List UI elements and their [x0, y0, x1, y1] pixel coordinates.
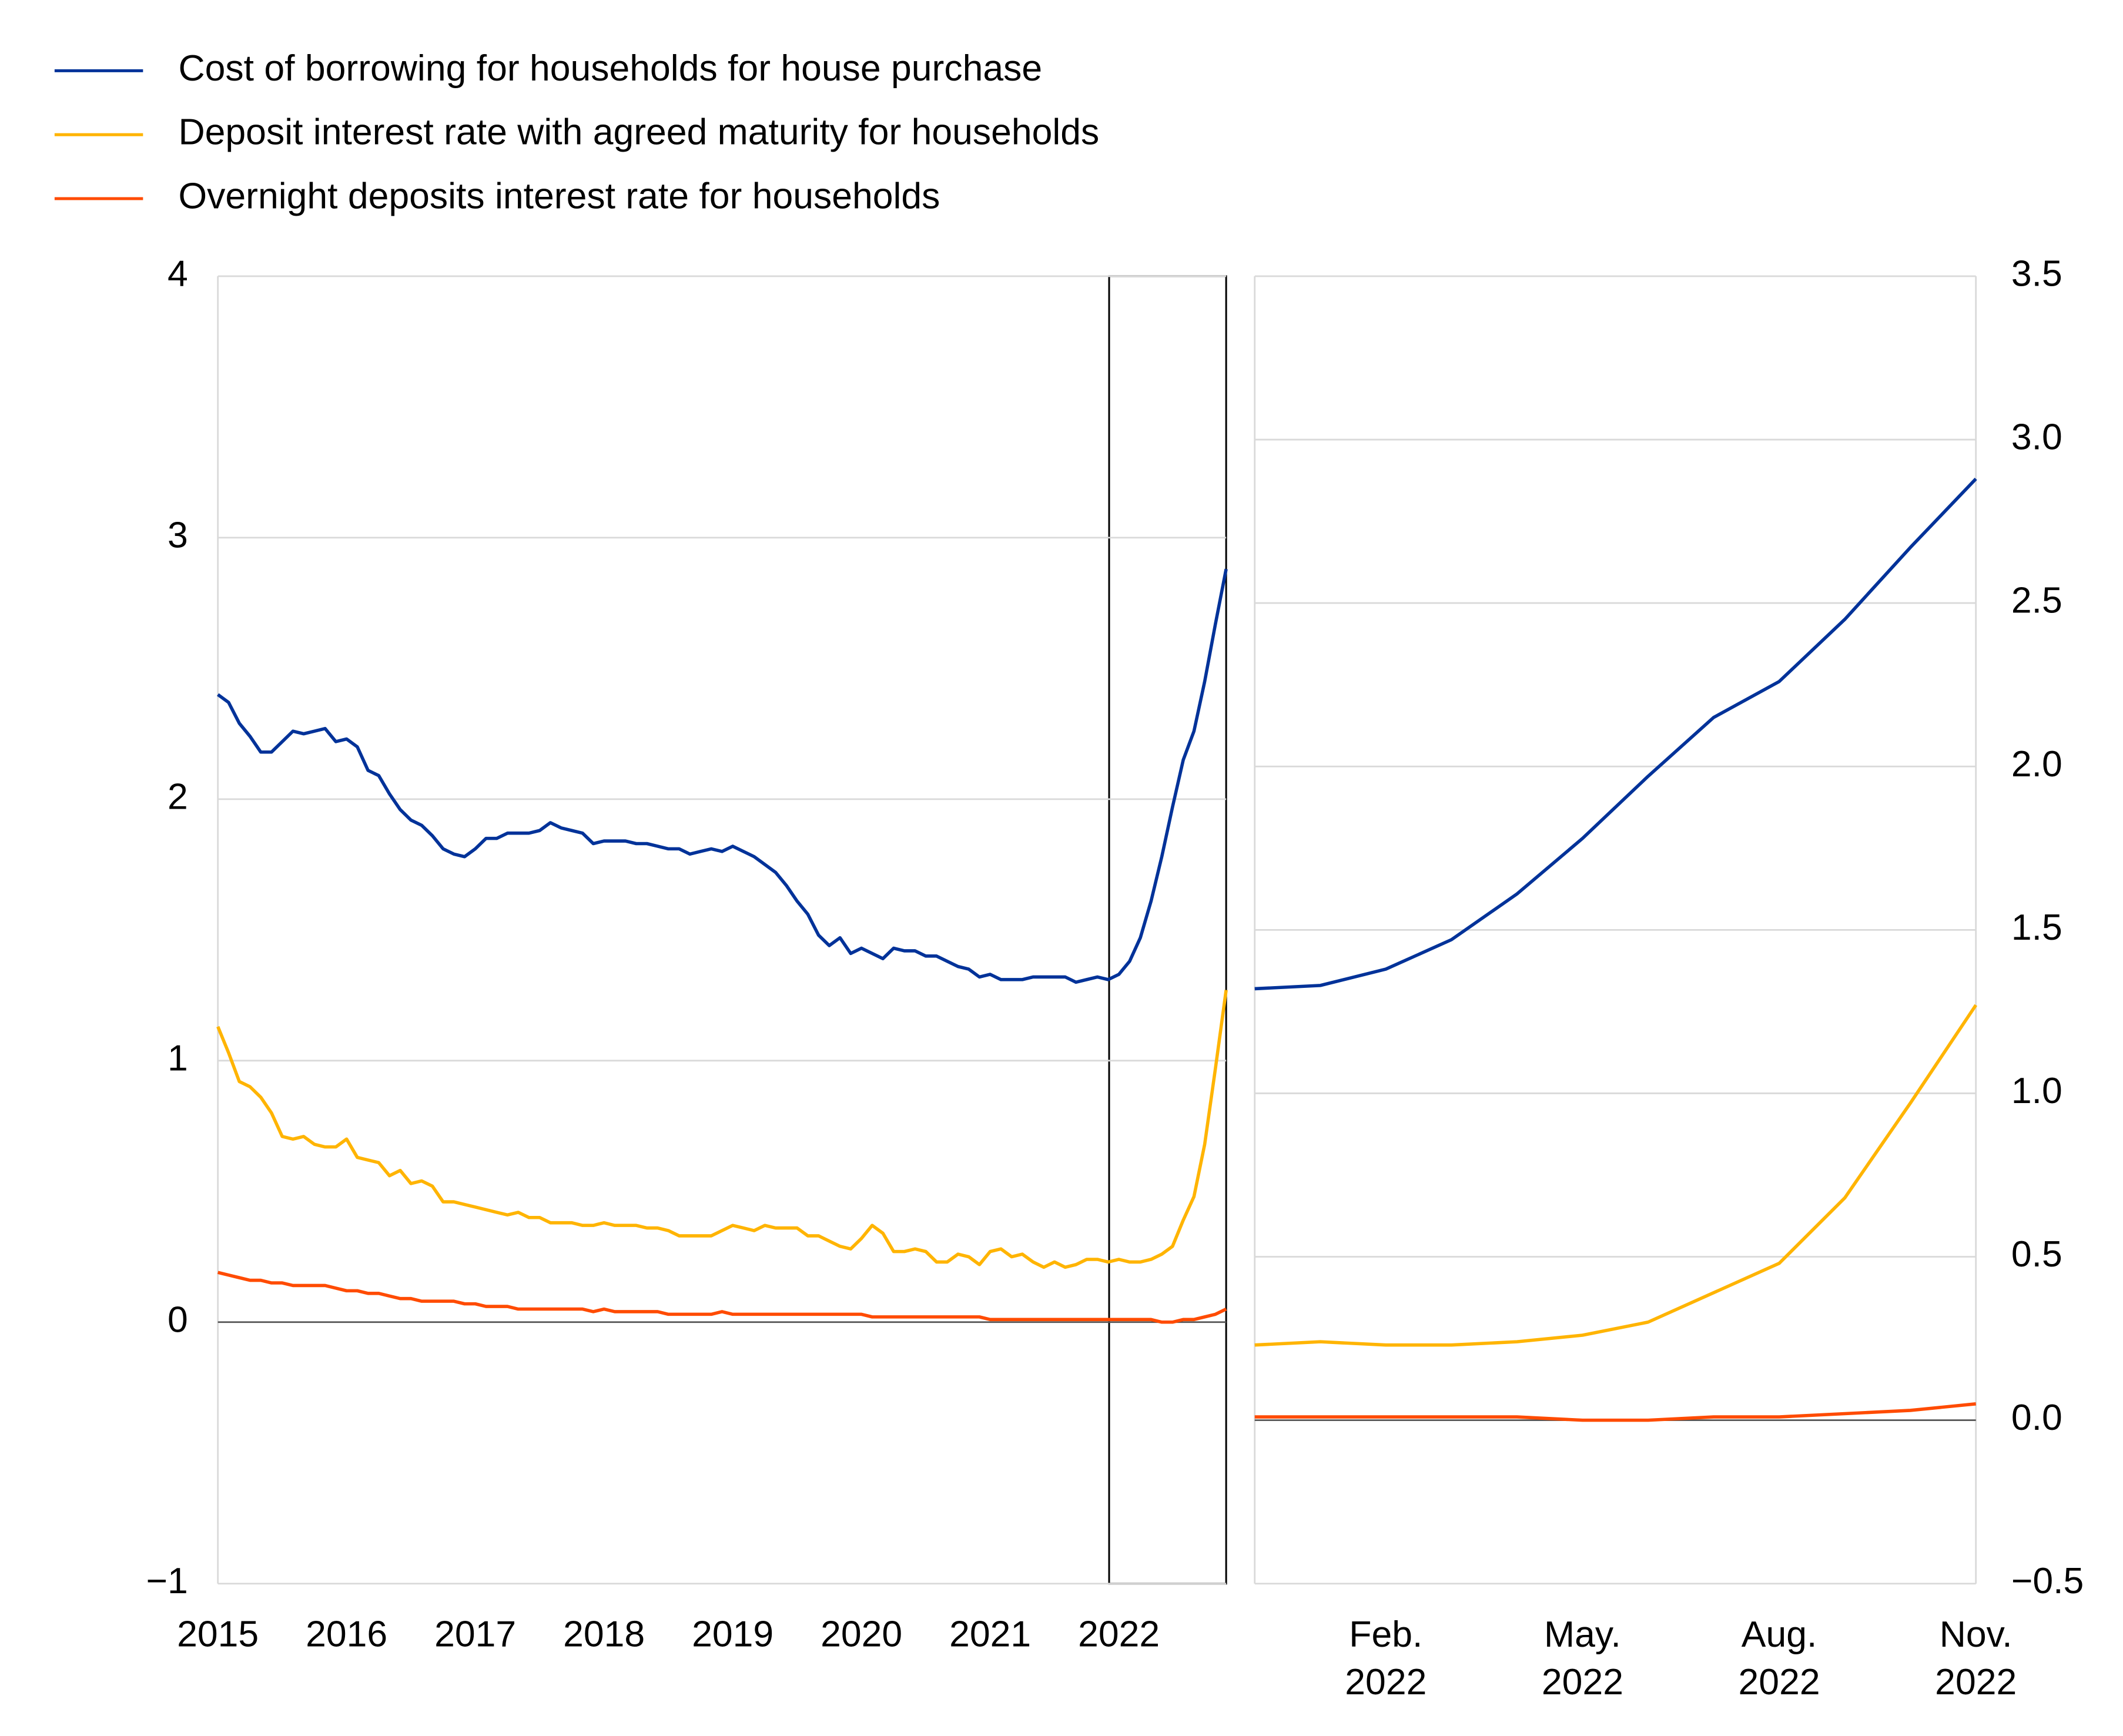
x-tick-label: 2019 [692, 1614, 773, 1655]
y-tick-label: 1 [168, 1037, 188, 1078]
y-tick-label: 0.0 [2011, 1397, 2062, 1438]
legend-label: Cost of borrowing for households for hou… [179, 48, 1043, 89]
y-tick-label: 3 [168, 514, 188, 555]
y-tick-label: −1 [146, 1560, 187, 1601]
y-tick-label: 2 [168, 776, 188, 817]
x-tick-label: 2022 [1078, 1614, 1160, 1655]
y-tick-label: 0 [168, 1299, 188, 1340]
series-line [1254, 1004, 1978, 1347]
y-tick-label: 4 [168, 253, 188, 294]
y-tick-label: 3.0 [2011, 417, 2062, 458]
x-tick-label: Aug. 2022 [1739, 1614, 1820, 1703]
x-tick-label: 2021 [949, 1614, 1031, 1655]
series-line [217, 568, 1228, 984]
y-tick-label: 2.5 [2011, 580, 2062, 621]
x-tick-label: 2017 [434, 1614, 516, 1655]
x-tick-label: 2015 [177, 1614, 259, 1655]
y-tick-label: 3.5 [2011, 253, 2062, 294]
series-line [217, 1271, 1227, 1324]
y-tick-label: 1.5 [2011, 907, 2062, 948]
legend-label: Overnight deposits interest rate for hou… [179, 176, 940, 217]
y-tick-label: 1.0 [2011, 1070, 2062, 1111]
x-tick-label: 2018 [563, 1614, 645, 1655]
x-tick-label: May. 2022 [1542, 1614, 1623, 1703]
series-line [216, 990, 1228, 1269]
y-tick-label: 0.5 [2011, 1234, 2062, 1275]
y-tick-label: 2.0 [2011, 743, 2062, 785]
series-line [1254, 1402, 1976, 1422]
y-tick-label: −0.5 [2011, 1560, 2084, 1601]
highlight-box [1108, 275, 1227, 1585]
x-tick-label: Feb. 2022 [1345, 1614, 1427, 1703]
x-tick-label: 2020 [821, 1614, 902, 1655]
legend-label: Deposit interest rate with agreed maturi… [179, 112, 1100, 153]
series-line [1254, 477, 1977, 991]
x-tick-label: 2016 [306, 1614, 387, 1655]
x-tick-label: Nov. 2022 [1935, 1614, 2017, 1703]
